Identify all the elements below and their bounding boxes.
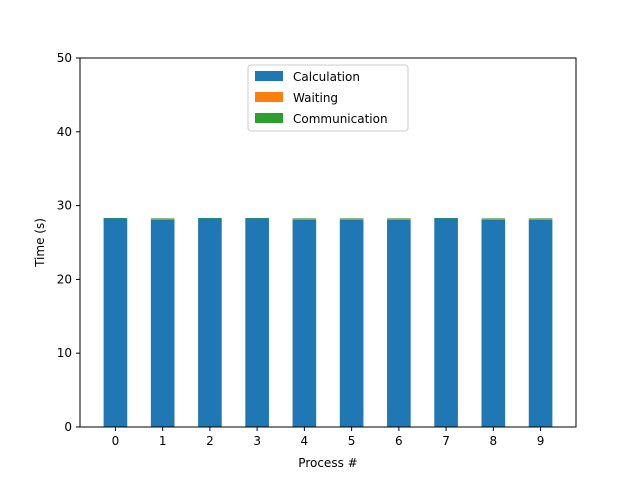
x-tick-label: 5 — [348, 434, 356, 448]
legend-label-waiting: Waiting — [293, 91, 338, 105]
bar-waiting-6 — [387, 218, 411, 220]
bar-waiting-1 — [150, 218, 175, 220]
x-tick-label: 7 — [442, 434, 450, 448]
x-tick-label: 2 — [206, 434, 214, 448]
bar-communication-5 — [339, 218, 364, 219]
bar-calculation-3 — [245, 218, 269, 427]
legend-label-communication: Communication — [293, 112, 388, 126]
bar-calculation-1 — [150, 219, 175, 427]
legend-label-calculation: Calculation — [293, 70, 360, 84]
x-axis: 0 1 2 3 4 5 6 7 8 9 — [112, 427, 545, 448]
y-tick-label: 40 — [57, 125, 72, 139]
y-tick-label: 30 — [57, 199, 72, 213]
x-tick-label: 3 — [253, 434, 261, 448]
bar-communication-6 — [387, 218, 411, 219]
x-axis-label: Process # — [298, 456, 357, 470]
plot-frame — [79, 57, 577, 428]
bar-waiting-4 — [292, 218, 317, 220]
legend-swatch-calculation — [255, 71, 283, 81]
y-tick-label: 0 — [64, 420, 72, 434]
bar-communication-3 — [245, 218, 269, 219]
x-tick-label: 6 — [395, 434, 403, 448]
bar-calculation-9 — [528, 219, 553, 427]
bar-calculation-7 — [434, 218, 458, 427]
bar-communication-8 — [481, 218, 506, 219]
y-axis-label: Time (s) — [33, 218, 47, 268]
bar-calculation-6 — [387, 219, 411, 427]
bar-waiting-5 — [339, 218, 364, 220]
legend-swatch-waiting — [255, 92, 283, 102]
y-tick-label: 10 — [57, 346, 72, 360]
bar-calculation-0 — [103, 218, 128, 427]
bar-calculation-5 — [339, 219, 364, 427]
bar-calculation-8 — [481, 219, 506, 427]
legend: Calculation Waiting Communication — [247, 64, 409, 132]
y-tick-label: 50 — [57, 51, 72, 65]
bar-communication-9 — [528, 218, 553, 219]
bar-calculation-4 — [292, 219, 317, 427]
x-tick-label: 8 — [490, 434, 498, 448]
bar-communication-0 — [103, 218, 128, 219]
y-tick-label: 20 — [57, 272, 72, 286]
bar-waiting-9 — [528, 218, 553, 220]
legend-swatch-communication — [255, 113, 283, 123]
bars-layer — [103, 218, 553, 427]
bar-waiting-8 — [481, 218, 506, 220]
x-tick-label: 9 — [537, 434, 545, 448]
x-tick-label: 0 — [112, 434, 120, 448]
bar-communication-1 — [150, 218, 175, 219]
bar-communication-7 — [434, 218, 458, 219]
x-tick-label: 4 — [301, 434, 309, 448]
bar-communication-4 — [292, 218, 317, 219]
x-tick-label: 1 — [159, 434, 167, 448]
legend-box — [247, 64, 409, 132]
bar-communication-2 — [198, 218, 222, 219]
bar-calculation-2 — [198, 218, 222, 427]
y-axis: 0 10 20 30 40 50 — [57, 51, 80, 434]
